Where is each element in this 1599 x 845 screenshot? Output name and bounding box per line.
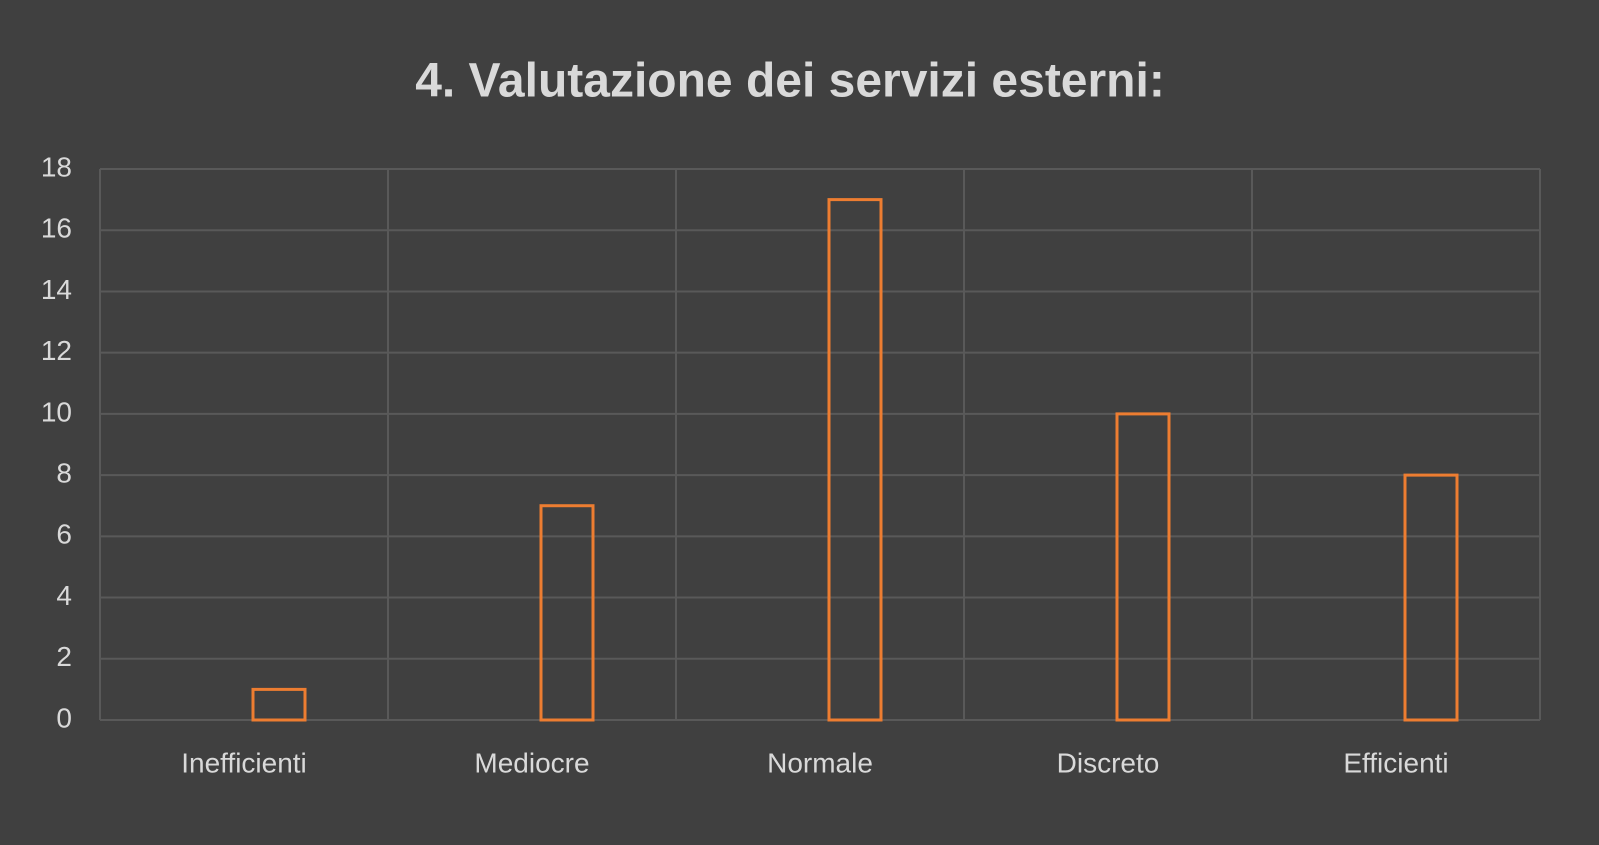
y-tick-label: 4 bbox=[56, 580, 72, 611]
x-tick-label: Discreto bbox=[1057, 747, 1160, 778]
y-tick-label: 18 bbox=[41, 151, 72, 182]
bar bbox=[827, 198, 883, 722]
bar bbox=[251, 687, 307, 722]
y-tick-label: 14 bbox=[41, 274, 72, 305]
x-tick-label: Normale bbox=[767, 747, 873, 778]
x-tick-label: Inefficienti bbox=[181, 747, 307, 778]
y-tick-label: 2 bbox=[56, 641, 72, 672]
y-tick-label: 10 bbox=[41, 396, 72, 427]
bar bbox=[1115, 412, 1171, 722]
x-tick-label: Efficienti bbox=[1343, 747, 1448, 778]
bar bbox=[539, 504, 595, 722]
x-tick-label: Mediocre bbox=[474, 747, 589, 778]
y-tick-label: 8 bbox=[56, 458, 72, 489]
y-tick-label: 6 bbox=[56, 519, 72, 550]
bar bbox=[1403, 473, 1459, 722]
y-tick-label: 12 bbox=[41, 335, 72, 366]
y-tick-label: 0 bbox=[56, 702, 72, 733]
y-tick-label: 16 bbox=[41, 213, 72, 244]
chart-title: 4. Valutazione dei servizi esterni: bbox=[415, 55, 1165, 108]
